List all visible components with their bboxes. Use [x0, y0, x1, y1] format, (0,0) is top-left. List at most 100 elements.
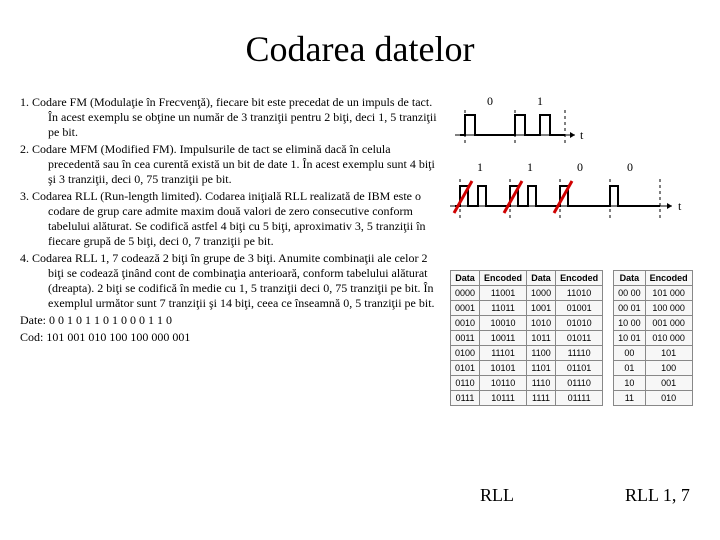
table-row: 10 01010 000 — [614, 331, 693, 346]
table-row: 000111011100101001 — [451, 301, 603, 316]
table-row: 001010010101001010 — [451, 316, 603, 331]
footer-line-1: Date: 0 0 1 0 1 1 0 1 0 0 0 1 1 0 — [20, 313, 440, 328]
para-2: 2. Codare MFM (Modified FM). Impulsurile… — [20, 142, 440, 187]
table-row: 10 00001 000 — [614, 316, 693, 331]
cell: 0110 — [451, 376, 480, 391]
cell: 11 — [614, 391, 646, 406]
cell: 0000 — [451, 286, 480, 301]
cell: 10110 — [480, 376, 527, 391]
body-text: 1. Codare FM (Modulaţie în Frecvenţă), f… — [20, 95, 440, 347]
table-row: 11010 — [614, 391, 693, 406]
tables-container: Data Encoded Data Encoded 00001100110001… — [450, 270, 710, 406]
cell: 01010 — [556, 316, 603, 331]
para-4: 4. Codarea RLL 1, 7 codează 2 biţi în gr… — [20, 251, 440, 311]
col-header: Data — [451, 271, 480, 286]
col-header: Data — [527, 271, 556, 286]
cell: 10010 — [480, 316, 527, 331]
col-header: Encoded — [480, 271, 527, 286]
cell: 01001 — [556, 301, 603, 316]
rll-caption: RLL — [480, 485, 514, 506]
cell: 0100 — [451, 346, 480, 361]
fm-t-label: t — [580, 128, 584, 142]
mfm-bit3: 0 — [627, 161, 633, 174]
cell: 01011 — [556, 331, 603, 346]
cell: 00 00 — [614, 286, 646, 301]
mfm-arrow — [667, 203, 672, 209]
page-title: Codarea datelor — [0, 28, 720, 70]
cell: 10 00 — [614, 316, 646, 331]
cell: 1001 — [527, 301, 556, 316]
col-header: Encoded — [556, 271, 603, 286]
cell: 101 000 — [645, 286, 692, 301]
col-header: Encoded — [645, 271, 692, 286]
table-row: 000011001100011010 — [451, 286, 603, 301]
cell: 1011 — [527, 331, 556, 346]
cell: 11101 — [480, 346, 527, 361]
cell: 10011 — [480, 331, 527, 346]
cell: 1000 — [527, 286, 556, 301]
fm-bit1-label: 1 — [537, 95, 543, 108]
cell: 0101 — [451, 361, 480, 376]
cell: 001 000 — [645, 316, 692, 331]
footer-line-2: Cod: 101 001 010 100 100 000 001 — [20, 330, 440, 345]
cell: 01111 — [556, 391, 603, 406]
cell: 00 01 — [614, 301, 646, 316]
cell: 001 — [645, 376, 692, 391]
rll17-caption: RLL 1, 7 — [625, 485, 690, 506]
rll-table: Data Encoded Data Encoded 00001100110001… — [450, 270, 603, 406]
table-row: 00 01100 000 — [614, 301, 693, 316]
mfm-bit2: 0 — [577, 161, 583, 174]
mfm-bit0: 1 — [477, 161, 483, 174]
cell: 11110 — [556, 346, 603, 361]
cell: 01110 — [556, 376, 603, 391]
table-row: Data Encoded — [614, 271, 693, 286]
cell: 010 000 — [645, 331, 692, 346]
table-row: 10001 — [614, 376, 693, 391]
table-row: 011110111111101111 — [451, 391, 603, 406]
cell: 01101 — [556, 361, 603, 376]
cell: 1111 — [527, 391, 556, 406]
cell: 100 000 — [645, 301, 692, 316]
table-row: Data Encoded Data Encoded — [451, 271, 603, 286]
cell: 1101 — [527, 361, 556, 376]
cell: 1100 — [527, 346, 556, 361]
cell: 1010 — [527, 316, 556, 331]
cell: 0011 — [451, 331, 480, 346]
table-row: 010110101110101101 — [451, 361, 603, 376]
cell: 10 — [614, 376, 646, 391]
para-3: 3. Codarea RLL (Run-length limited). Cod… — [20, 189, 440, 249]
mfm-diagram: 1 1 0 0 t — [450, 161, 710, 231]
cell: 0111 — [451, 391, 480, 406]
fm-bit0-label: 0 — [487, 95, 493, 108]
cell: 0010 — [451, 316, 480, 331]
cell: 11010 — [556, 286, 603, 301]
fm-diagram: 0 1 t — [450, 95, 710, 155]
table-row: 011010110111001110 — [451, 376, 603, 391]
cell: 010 — [645, 391, 692, 406]
para-1: 1. Codare FM (Modulaţie în Frecvenţă), f… — [20, 95, 440, 140]
table-row: 00 00101 000 — [614, 286, 693, 301]
cell: 10101 — [480, 361, 527, 376]
table-row: 001110011101101011 — [451, 331, 603, 346]
fm-arrow — [570, 132, 575, 138]
cell: 0001 — [451, 301, 480, 316]
cell: 11011 — [480, 301, 527, 316]
cell: 1110 — [527, 376, 556, 391]
diagram-area: 0 1 t 1 1 0 0 — [450, 95, 710, 231]
fm-waveform — [460, 115, 565, 135]
mfm-waveform — [455, 186, 660, 206]
cell: 101 — [645, 346, 692, 361]
cell: 11001 — [480, 286, 527, 301]
cell: 00 — [614, 346, 646, 361]
cell: 10111 — [480, 391, 527, 406]
table-row: 01100 — [614, 361, 693, 376]
table-row: 00101 — [614, 346, 693, 361]
mfm-t-label: t — [678, 199, 682, 213]
table-row: 010011101110011110 — [451, 346, 603, 361]
cell: 100 — [645, 361, 692, 376]
col-header: Data — [614, 271, 646, 286]
cell: 10 01 — [614, 331, 646, 346]
mfm-bit1: 1 — [527, 161, 533, 174]
rll17-table: Data Encoded 00 00101 00000 01100 00010 … — [613, 270, 693, 406]
cell: 01 — [614, 361, 646, 376]
